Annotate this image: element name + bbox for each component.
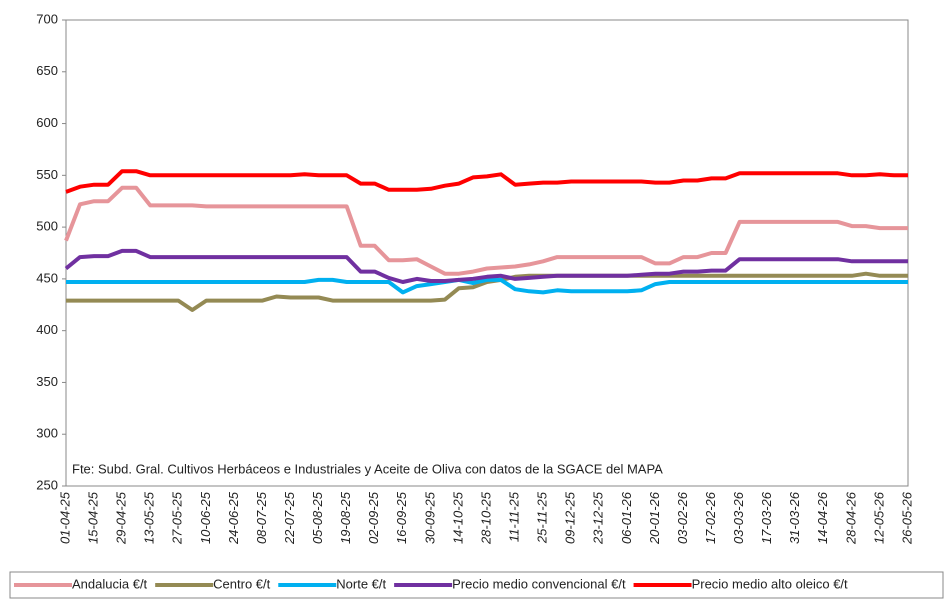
x-tick-label: 19-08-25 xyxy=(338,491,353,544)
x-tick-label: 16-09-25 xyxy=(394,491,409,544)
x-tick-label: 20-01-26 xyxy=(647,491,662,545)
series-line xyxy=(66,277,908,295)
x-tick-label: 27-05-25 xyxy=(170,491,185,545)
x-tick-label: 28-10-25 xyxy=(478,491,493,545)
y-tick-label: 250 xyxy=(36,477,58,492)
legend-label: Norte €/t xyxy=(336,576,386,591)
plot-area xyxy=(65,19,909,487)
x-tick-label: 14-10-25 xyxy=(450,491,465,544)
annotation: Fte: Subd. Gral. Cultivos Herbáceos e In… xyxy=(72,461,663,476)
x-tick-label: 12-05-26 xyxy=(871,491,886,544)
y-tick-label: 500 xyxy=(36,219,58,234)
x-tick-label: 25-11-25 xyxy=(535,491,550,544)
x-tick-label: 17-02-26 xyxy=(703,491,718,544)
x-tick-label: 26-05-26 xyxy=(899,491,914,545)
x-tick-label: 10-06-25 xyxy=(198,491,213,544)
y-tick-label: 350 xyxy=(36,374,58,389)
x-tick-label: 15-04-25 xyxy=(86,491,101,544)
y-tick-label: 300 xyxy=(36,426,58,441)
x-tick-label: 24-06-25 xyxy=(226,491,241,545)
x-tick-label: 30-09-25 xyxy=(422,491,437,544)
y-tick-label: 700 xyxy=(36,11,58,26)
x-tick-label: 08-07-25 xyxy=(254,491,269,544)
x-tick-label: 23-12-25 xyxy=(591,491,606,545)
x-tick-label: 05-08-25 xyxy=(310,491,325,544)
y-tick-label: 650 xyxy=(36,63,58,78)
x-tick-label: 11-11-25 xyxy=(507,491,522,542)
x-tick-label: 31-03-26 xyxy=(787,491,802,544)
x-tick-label: 09-12-25 xyxy=(563,491,578,544)
y-tick-label: 550 xyxy=(36,167,58,182)
legend-label: Precio medio convencional €/t xyxy=(452,576,626,591)
y-tick-label: 600 xyxy=(36,115,58,130)
series-line xyxy=(64,248,908,284)
x-tick-label: 02-09-25 xyxy=(366,491,381,544)
y-tick-label: 400 xyxy=(36,322,58,337)
x-tick-label: 17-03-26 xyxy=(759,491,774,544)
x-tick-label: 13-05-25 xyxy=(142,491,157,544)
x-tick-label: 14-04-26 xyxy=(815,491,830,544)
series-line xyxy=(64,185,908,276)
legend-label: Precio medio alto oleico €/t xyxy=(692,576,848,591)
x-tick-label: 28-04-26 xyxy=(843,491,858,545)
x-tick-label: 01-04-25 xyxy=(57,491,72,544)
series-line xyxy=(66,271,908,312)
legend-label: Andalucia €/t xyxy=(72,576,148,591)
legend-label: Centro €/t xyxy=(213,576,270,591)
x-tick-label: 03-03-26 xyxy=(731,491,746,544)
x-tick-label: 06-01-26 xyxy=(619,491,634,544)
x-tick-label: 22-07-25 xyxy=(282,491,297,545)
y-tick-label: 450 xyxy=(36,270,58,285)
x-tick-label: 03-02-26 xyxy=(675,491,690,544)
x-tick-label: 29-04-25 xyxy=(114,491,129,545)
series-line xyxy=(65,169,908,194)
